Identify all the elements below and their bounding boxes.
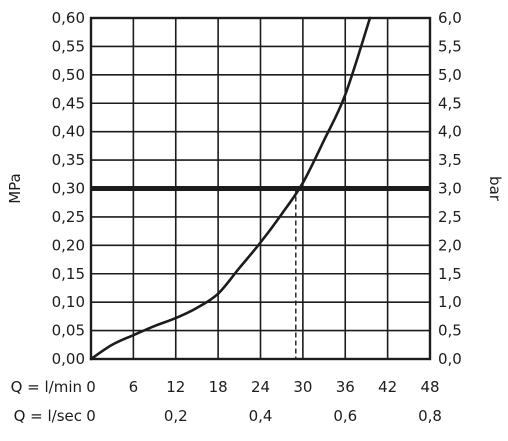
y-left-tick-label: 0,15 [52,265,85,283]
x-tick-label-lmin: 42 [378,378,397,396]
x-axis-lsec-prefix: Q = l/sec [14,407,82,425]
x-tick-label-lmin: 48 [420,378,439,396]
y-left-tick-label: 0,10 [52,293,85,311]
y-right-tick-label: 4,5 [438,94,462,112]
y-right-tick-label: 0,0 [438,350,462,368]
y-right-tick-label: 0,5 [438,322,462,340]
curve-layer [89,16,372,361]
plot-frame [89,16,432,361]
y-left-tick-label: 0,00 [52,350,85,368]
x-tick-label-lmin: 18 [209,378,228,396]
y-right-tick-label: 2,0 [438,236,462,254]
y-axis-left-title: MPa [6,173,24,204]
y-left-tick-label: 0,50 [52,66,85,84]
y-right-tick-label: 5,5 [438,37,462,55]
y-right-tick-label: 2,5 [438,208,462,226]
x-tick-label-lsec: 0,6 [333,407,357,425]
y-right-tick-label: 1,5 [438,265,462,283]
x-tick-label-lmin: 0 [86,378,96,396]
x-tick-label-lsec: 0,4 [249,407,273,425]
y-right-tick-label: 6,0 [438,9,462,27]
y-axis-right-title: bar [486,176,504,202]
x-axis-lmin-prefix: Q = l/min [11,378,82,396]
y-right-tick-label: 4,0 [438,123,462,141]
x-tick-label-lsec: 0,8 [418,407,442,425]
y-left-tick-label: 0,30 [52,180,85,198]
x-tick-label-lmin: 6 [129,378,139,396]
x-tick-label-lmin: 30 [293,378,312,396]
y-right-tick-label: 1,0 [438,293,462,311]
y-left-tick-label: 0,25 [52,208,85,226]
series-line-0 [89,16,372,361]
y-left-tick-label: 0,60 [52,9,85,27]
y-left-tick-label: 0,55 [52,37,85,55]
y-left-tick-label: 0,40 [52,123,85,141]
y-left-tick-label: 0,35 [52,151,85,169]
x-tick-label-lmin: 12 [166,378,185,396]
y-left-tick-label: 0,05 [52,322,85,340]
y-right-tick-label: 3,5 [438,151,462,169]
x-tick-label-lmin: 36 [336,378,355,396]
x-tick-label-lsec: 0 [86,407,96,425]
x-tick-label-lsec: 0,2 [164,407,188,425]
y-left-tick-label: 0,20 [52,236,85,254]
y-left-tick-label: 0,45 [52,94,85,112]
plot-border [89,16,432,361]
reference-layer [91,186,430,359]
tick-labels: 0,000,050,100,150,200,250,300,350,400,45… [11,9,462,425]
y-right-tick-label: 5,0 [438,66,462,84]
y-right-tick-label: 3,0 [438,180,462,198]
x-tick-label-lmin: 24 [251,378,270,396]
